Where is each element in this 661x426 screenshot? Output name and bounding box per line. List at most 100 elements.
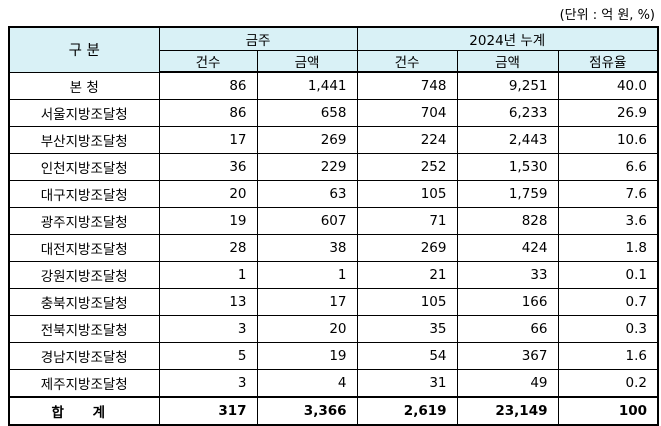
- cell-c-count: 21: [356, 261, 458, 289]
- table-row: 전북지방조달청 3 20 35 66 0.3: [8, 315, 659, 343]
- table-row: 강원지방조달청 1 1 21 33 0.1: [8, 261, 659, 289]
- row-label: 인천지방조달청: [8, 153, 160, 181]
- row-label: 충북지방조달청: [8, 288, 160, 316]
- cell-c-amount: 1,530: [456, 153, 559, 181]
- cell-w-amount: 229: [256, 153, 358, 181]
- cell-w-amount: 607: [256, 207, 358, 235]
- cell-c-amount: 828: [456, 207, 559, 235]
- table-row: 대전지방조달청 28 38 269 424 1.8: [8, 234, 659, 262]
- cell-c-amount: 1,759: [456, 180, 559, 208]
- header-weekly-count: 건수: [158, 50, 258, 73]
- cell-c-count: 105: [356, 288, 458, 316]
- row-label: 강원지방조달청: [8, 261, 160, 289]
- cell-w-amount: 63: [256, 180, 358, 208]
- cell-w-count: 86: [158, 99, 258, 127]
- cell-w-amount: 38: [256, 234, 358, 262]
- cell-share: 0.2: [557, 369, 659, 398]
- total-row: 합 계 317 3,366 2,619 23,149 100: [8, 396, 659, 426]
- table-row: 본 청 86 1,441 748 9,251 40.0: [8, 71, 659, 100]
- cell-c-count: 35: [356, 315, 458, 343]
- cell-c-count: 54: [356, 342, 458, 370]
- cell-w-amount: 658: [256, 99, 358, 127]
- header-division: 구 분: [8, 26, 160, 73]
- cell-c-amount: 6,233: [456, 99, 559, 127]
- cell-w-count: 36: [158, 153, 258, 181]
- row-label: 서울지방조달청: [8, 99, 160, 127]
- row-label: 제주지방조달청: [8, 369, 160, 398]
- table-row: 대구지방조달청 20 63 105 1,759 7.6: [8, 180, 659, 208]
- cell-w-count: 5: [158, 342, 258, 370]
- header-share: 점유율: [557, 50, 659, 73]
- cell-c-amount: 49: [456, 369, 559, 398]
- cell-w-count: 19: [158, 207, 258, 235]
- cell-w-count: 317: [158, 396, 258, 426]
- cell-share: 7.6: [557, 180, 659, 208]
- cell-c-amount: 166: [456, 288, 559, 316]
- cell-w-count: 3: [158, 315, 258, 343]
- cell-c-amount: 66: [456, 315, 559, 343]
- cell-share: 1.8: [557, 234, 659, 262]
- row-label: 부산지방조달청: [8, 126, 160, 154]
- cell-c-count: 224: [356, 126, 458, 154]
- cell-share: 10.6: [557, 126, 659, 154]
- cell-c-amount: 9,251: [456, 71, 559, 100]
- table-row: 인천지방조달청 36 229 252 1,530 6.6: [8, 153, 659, 181]
- table-row: 서울지방조달청 86 658 704 6,233 26.9: [8, 99, 659, 127]
- cell-share: 3.6: [557, 207, 659, 235]
- cell-c-count: 748: [356, 71, 458, 100]
- table-row: 부산지방조달청 17 269 224 2,443 10.6: [8, 126, 659, 154]
- cell-w-amount: 4: [256, 369, 358, 398]
- row-label: 전북지방조달청: [8, 315, 160, 343]
- cell-w-count: 1: [158, 261, 258, 289]
- cell-w-amount: 17: [256, 288, 358, 316]
- cell-c-amount: 23,149: [456, 396, 559, 426]
- cell-share: 1.6: [557, 342, 659, 370]
- table-row: 경남지방조달청 5 19 54 367 1.6: [8, 342, 659, 370]
- cell-share: 40.0: [557, 71, 659, 100]
- cell-share: 100: [557, 396, 659, 426]
- row-label: 대구지방조달청: [8, 180, 160, 208]
- row-label: 광주지방조달청: [8, 207, 160, 235]
- table-row: 충북지방조달청 13 17 105 166 0.7: [8, 288, 659, 316]
- table-row: 제주지방조달청 3 4 31 49 0.2: [8, 369, 659, 398]
- cell-share: 26.9: [557, 99, 659, 127]
- cell-w-amount: 269: [256, 126, 358, 154]
- cell-w-amount: 1,441: [256, 71, 358, 100]
- procurement-table: 구 분 금주 2024년 누계 건수 금액 건수 금액 점유율 본 청 86 1,4…: [8, 26, 660, 426]
- cell-share: 0.3: [557, 315, 659, 343]
- cell-c-count: 31: [356, 369, 458, 398]
- cell-w-amount: 19: [256, 342, 358, 370]
- cell-w-count: 86: [158, 71, 258, 100]
- row-label: 경남지방조달청: [8, 342, 160, 370]
- cell-w-count: 20: [158, 180, 258, 208]
- header-weekly-amount: 금액: [256, 50, 358, 73]
- cell-c-amount: 2,443: [456, 126, 559, 154]
- cell-c-amount: 367: [456, 342, 559, 370]
- cell-c-count: 105: [356, 180, 458, 208]
- cell-c-count: 252: [356, 153, 458, 181]
- cell-share: 0.1: [557, 261, 659, 289]
- cell-w-count: 3: [158, 369, 258, 398]
- header-weekly: 금주: [158, 26, 358, 51]
- cell-w-count: 13: [158, 288, 258, 316]
- header-cumulative-amount: 금액: [456, 50, 559, 73]
- row-label: 대전지방조달청: [8, 234, 160, 262]
- cell-c-count: 71: [356, 207, 458, 235]
- cell-share: 0.7: [557, 288, 659, 316]
- table-row: 광주지방조달청 19 607 71 828 3.6: [8, 207, 659, 235]
- cell-w-amount: 3,366: [256, 396, 358, 426]
- cell-w-count: 28: [158, 234, 258, 262]
- cell-c-amount: 33: [456, 261, 559, 289]
- cell-c-amount: 424: [456, 234, 559, 262]
- cell-w-count: 17: [158, 126, 258, 154]
- cell-c-count: 2,619: [356, 396, 458, 426]
- cell-w-amount: 20: [256, 315, 358, 343]
- cell-share: 6.6: [557, 153, 659, 181]
- row-label: 합 계: [8, 396, 160, 426]
- row-label: 본 청: [8, 71, 160, 100]
- cell-w-amount: 1: [256, 261, 358, 289]
- cell-c-count: 269: [356, 234, 458, 262]
- cell-c-count: 704: [356, 99, 458, 127]
- unit-note: (단위 : 억 원, %): [559, 8, 655, 23]
- header-cumulative-count: 건수: [356, 50, 458, 73]
